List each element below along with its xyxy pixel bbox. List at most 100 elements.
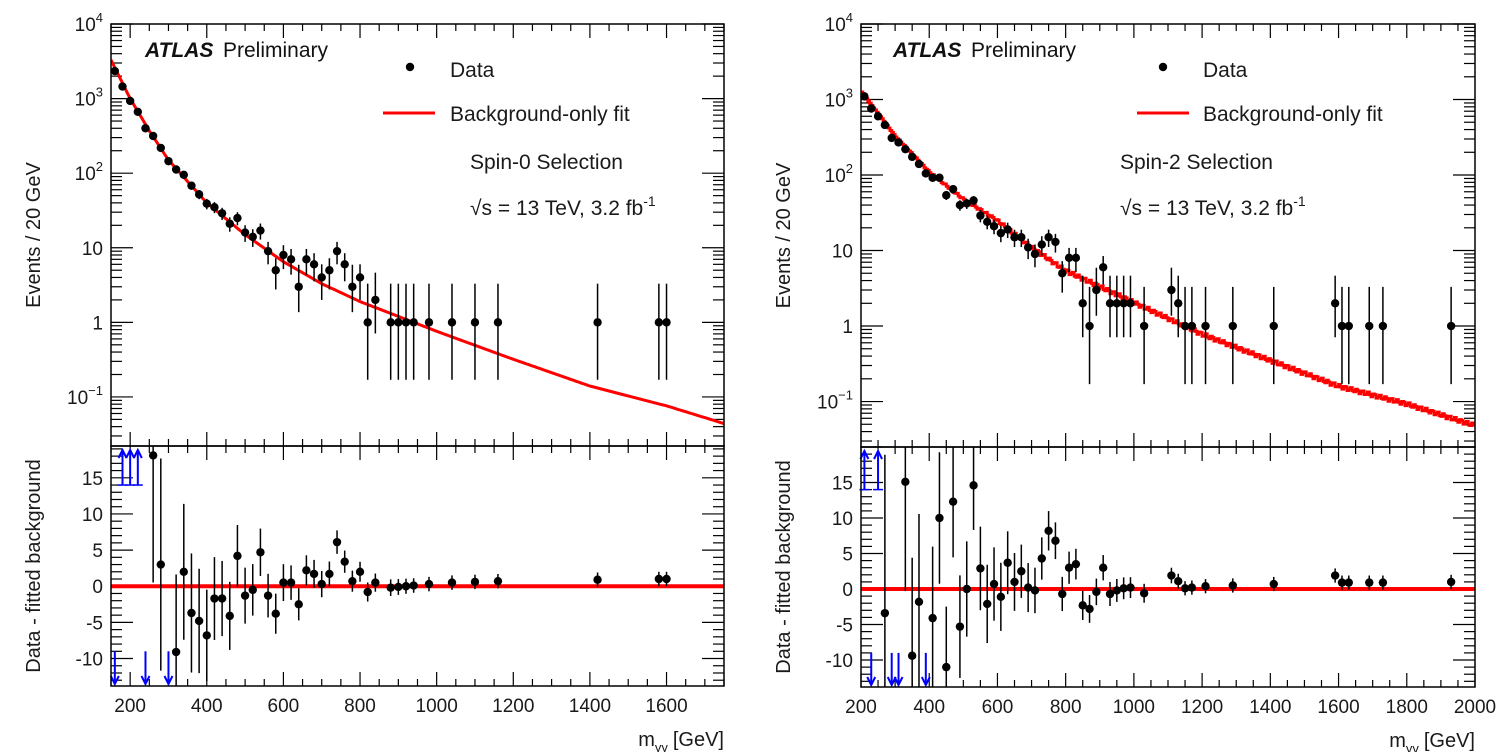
- x-tick-label: 1000: [416, 696, 458, 717]
- residual-point: [1378, 578, 1388, 587]
- data-point: [447, 318, 457, 327]
- residual-point: [1174, 577, 1183, 586]
- data-point: [860, 92, 869, 101]
- data-point: [225, 219, 234, 228]
- residual-point: [914, 597, 924, 606]
- y-axis-label-ratio: Data - fitted background: [773, 460, 795, 673]
- residual-point: [210, 594, 219, 603]
- data-point: [1201, 321, 1210, 331]
- y-axis-label-ratio: Data - fitted background: [23, 459, 45, 672]
- residual-point: [996, 592, 1006, 602]
- data-point: [401, 318, 411, 327]
- legend-fit-label: Background-only fit: [1203, 103, 1383, 126]
- residual-point: [424, 579, 434, 589]
- y-tick-base: 10: [825, 15, 846, 36]
- y-tick-exponent: 3: [846, 86, 853, 101]
- data-point: [141, 124, 150, 133]
- residual-point: [355, 567, 365, 576]
- residual-point: [901, 477, 910, 486]
- data-point: [1378, 321, 1388, 331]
- data-point: [1119, 299, 1128, 308]
- x-tick-label: 400: [913, 697, 945, 718]
- x-tick-label: 600: [982, 697, 1014, 718]
- y-tick-label: 103: [75, 85, 103, 111]
- arrow-head-icon: [109, 675, 120, 687]
- residual-point: [907, 651, 917, 660]
- data-point: [256, 226, 265, 235]
- residual-point: [935, 513, 944, 523]
- y-tick-exponent: 2: [846, 161, 853, 176]
- lumi-exponent: -1: [643, 193, 656, 209]
- ratio-frame: [860, 446, 1476, 688]
- y-tick-exponent: 4: [96, 10, 103, 25]
- data-point: [118, 82, 127, 91]
- y-tick-label: 104: [75, 10, 103, 36]
- x-tick-label: 1400: [1249, 697, 1291, 718]
- y-tick-exponent: 3: [96, 85, 103, 100]
- y-tick-base: 1: [92, 313, 103, 334]
- ratio-y-tick-label: 15: [832, 474, 853, 495]
- residual-point: [1017, 567, 1026, 576]
- data-point: [409, 318, 418, 327]
- data-point: [948, 184, 958, 194]
- y-tick-label: 10: [832, 242, 853, 263]
- x-axis-label: mγγ [GeV]: [638, 729, 724, 752]
- lumi-exponent: -1: [1293, 193, 1306, 209]
- y-tick-base: 1: [842, 317, 853, 338]
- residual-point: [1105, 589, 1115, 599]
- energy-lumi-label: √s = 13 TeV, 3.2 fb-1: [470, 193, 656, 220]
- data-point: [148, 131, 158, 141]
- y-tick-label: 102: [825, 161, 853, 187]
- ratio-y-tick-label: -10: [826, 651, 853, 672]
- residual-point: [340, 557, 349, 566]
- x-axis-label-var: m: [1389, 730, 1406, 752]
- data-point: [1017, 233, 1026, 242]
- residual-point: [233, 551, 242, 561]
- residual-point: [286, 578, 296, 587]
- ratio-y-tick-label: -5: [86, 613, 103, 634]
- residual-point: [470, 577, 480, 587]
- data-point: [210, 202, 219, 212]
- data-point: [1344, 321, 1353, 331]
- residual-point: [1064, 563, 1074, 572]
- arrow-head-icon: [125, 447, 136, 459]
- data-point: [263, 246, 273, 256]
- data-point: [317, 273, 326, 282]
- data-point: [1139, 321, 1149, 331]
- arrow-head-icon: [893, 676, 904, 688]
- data-point: [217, 209, 227, 218]
- residual-point: [317, 579, 326, 589]
- residual-point: [1330, 571, 1340, 580]
- data-point: [279, 250, 288, 260]
- data-point: [156, 143, 166, 153]
- data-point: [969, 196, 978, 205]
- residual-point: [1010, 577, 1019, 587]
- y-tick-label: 102: [75, 159, 103, 185]
- x-tick-label: 2000: [1454, 697, 1496, 718]
- arrow-head-icon: [117, 447, 128, 459]
- ratio-y-tick-label: 5: [92, 541, 103, 562]
- y-tick-label: 103: [825, 86, 853, 112]
- x-tick-label: 200: [845, 697, 877, 718]
- residual-point: [880, 608, 890, 618]
- ratio-y-tick-label: 15: [82, 469, 103, 490]
- selection-label: Spin-0 Selection: [470, 151, 623, 174]
- residual-point: [1201, 581, 1210, 591]
- residual-point: [928, 613, 937, 623]
- data-point: [371, 295, 380, 305]
- residual-point: [1037, 554, 1046, 563]
- data-point: [996, 228, 1006, 238]
- data-point: [983, 217, 992, 227]
- legend-data-label: Data: [1203, 59, 1248, 82]
- data-point: [867, 104, 876, 113]
- data-point: [962, 199, 971, 208]
- residual-point: [217, 594, 227, 603]
- data-point: [880, 120, 890, 130]
- data-point: [1051, 237, 1060, 247]
- residual-point: [955, 622, 965, 631]
- residual-point: [1051, 536, 1060, 545]
- data-point: [1126, 299, 1135, 308]
- data-point: [133, 107, 143, 117]
- x-axis-label-sub: γγ: [1406, 741, 1420, 752]
